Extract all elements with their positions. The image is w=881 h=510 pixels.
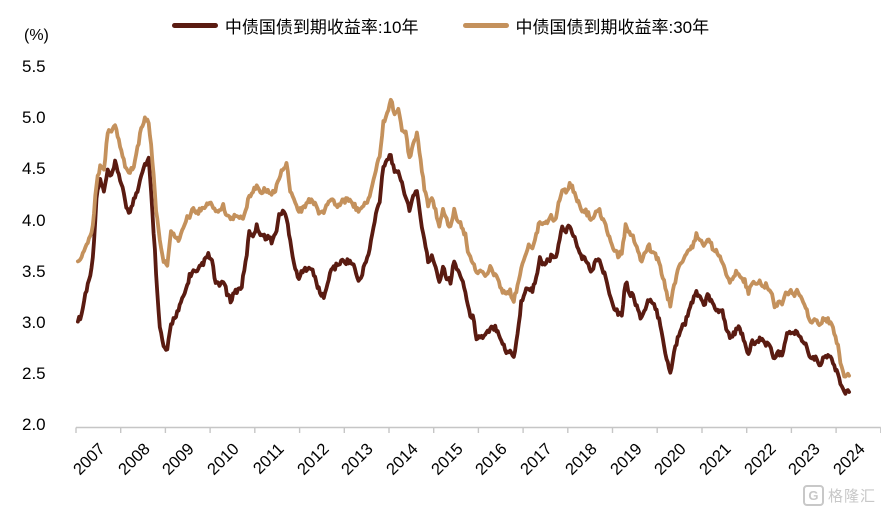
chart-legend: 中债国债到期收益率:10年 中债国债到期收益率:30年	[0, 13, 881, 38]
legend-item-30y: 中债国债到期收益率:30年	[462, 13, 710, 38]
y-axis-label: 4.0	[22, 210, 46, 230]
y-axis-label: 3.0	[22, 312, 46, 332]
series-line-30y	[76, 97, 851, 379]
y-axis-label: 3.5	[22, 261, 46, 281]
gelonghui-logo-icon: G	[802, 485, 824, 506]
watermark: G 格隆汇	[802, 485, 876, 506]
y-axis-label: 5.0	[22, 108, 46, 128]
y-axis-label: 2.5	[22, 363, 46, 383]
y-axis-unit-label: (%)	[24, 27, 49, 44]
y-axis-label: 4.5	[22, 159, 46, 179]
legend-swatch-30y	[462, 23, 509, 28]
legend-item-10y: 中债国债到期收益率:10年	[171, 13, 419, 38]
y-axis-label: 5.5	[22, 57, 46, 77]
y-axis-label: 2.0	[22, 414, 46, 434]
series-line-10y	[76, 152, 851, 396]
legend-swatch-10y	[171, 23, 218, 28]
watermark-text: 格隆汇	[827, 488, 876, 505]
legend-label-10y: 中债国债到期收益率:10年	[224, 18, 419, 37]
legend-label-30y: 中债国债到期收益率:30年	[515, 18, 710, 37]
